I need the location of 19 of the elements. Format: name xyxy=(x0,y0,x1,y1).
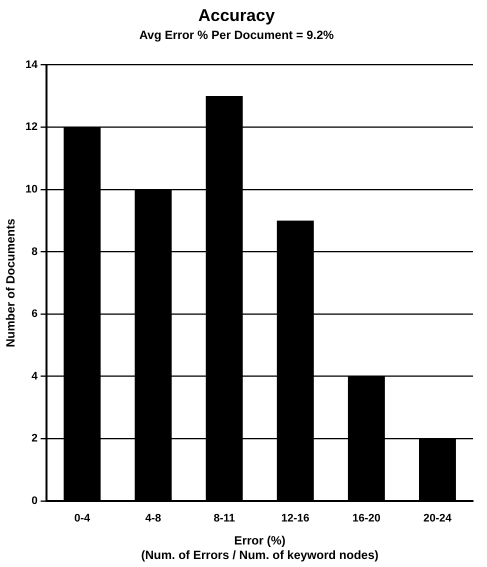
y-axis-title: Number of Documents xyxy=(4,218,18,348)
y-tick-label: 2 xyxy=(32,432,38,445)
x-tick-label: 20-24 xyxy=(423,512,452,525)
y-tick-label: 6 xyxy=(32,308,38,320)
y-tick-label: 8 xyxy=(32,246,38,258)
x-tick-label: 16-20 xyxy=(352,512,380,525)
text: (Num. of Errors / Num. of keyword nodes) xyxy=(141,548,378,562)
x-tick-label: 0-4 xyxy=(74,512,91,525)
chart-subtitle: Avg Error % Per Document = 9.2% xyxy=(139,28,334,42)
chart-title: Accuracy xyxy=(198,6,276,25)
y-tick-label: 4 xyxy=(32,370,39,382)
y-tick-label: 10 xyxy=(25,183,38,196)
x-tick-label: 12-16 xyxy=(281,512,310,525)
x-axis-title: Error (%) xyxy=(234,534,286,548)
y-tick-label: 12 xyxy=(25,121,38,134)
x-tick-label: 8-11 xyxy=(214,512,235,525)
y-tick-label: 0 xyxy=(32,495,38,508)
x-tick-label: 4-8 xyxy=(145,512,162,525)
y-tick-label: 14 xyxy=(25,58,39,71)
